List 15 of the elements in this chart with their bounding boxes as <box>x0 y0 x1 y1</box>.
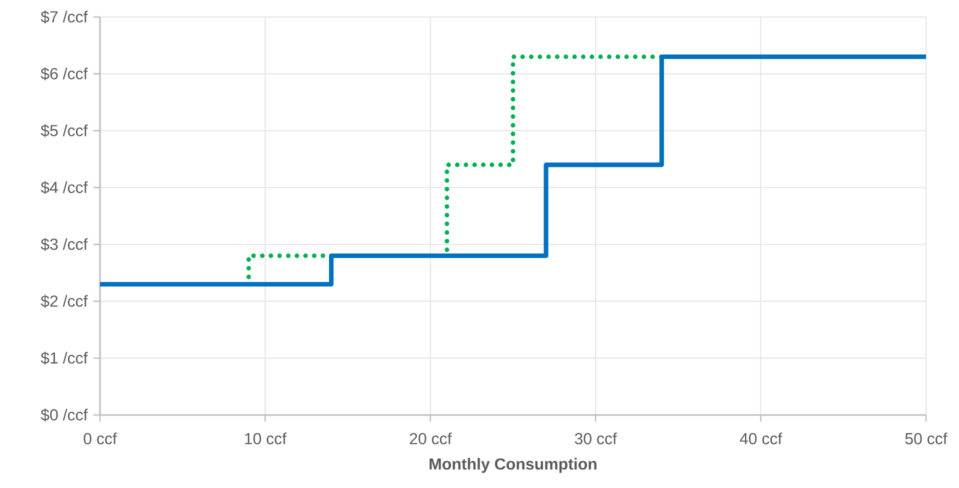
x-tick-label: 0 ccf <box>84 432 117 444</box>
x-tick-label: 30 ccf <box>574 432 617 444</box>
y-tick-label: $6 /ccf <box>40 67 88 80</box>
x-tick-label: 40 ccf <box>740 432 782 444</box>
y-tick-label: $7 /ccf <box>40 10 88 24</box>
y-tick-label: $3 /ccf <box>40 238 88 251</box>
x-tick-label: 10 ccf <box>245 432 287 444</box>
y-tick-label: $0 /ccf <box>40 408 88 422</box>
x-tick-label: 50 ccf <box>905 432 948 444</box>
x-tick-label: 20 ccf <box>410 432 452 444</box>
y-tick-label: $5 /ccf <box>40 124 88 138</box>
x-axis-title: Monthly Consumption <box>430 458 596 473</box>
y-tick-label: $1 /ccf <box>40 352 88 365</box>
y-tick-label: $4 /ccf <box>40 181 88 194</box>
y-tick-label: $2 /ccf <box>40 294 88 308</box>
